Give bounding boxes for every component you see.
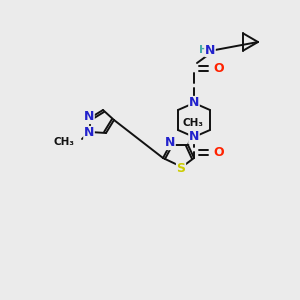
Text: S: S xyxy=(176,163,185,176)
Text: O: O xyxy=(214,61,224,74)
Text: H: H xyxy=(200,45,208,55)
Text: N: N xyxy=(189,130,199,143)
Text: O: O xyxy=(214,146,224,158)
Text: N: N xyxy=(84,127,94,140)
Text: N: N xyxy=(205,44,215,56)
Text: N: N xyxy=(165,136,175,149)
Text: N: N xyxy=(84,110,94,124)
Text: CH₃: CH₃ xyxy=(53,137,74,147)
Text: N: N xyxy=(189,97,199,110)
Text: CH₃: CH₃ xyxy=(182,118,203,128)
